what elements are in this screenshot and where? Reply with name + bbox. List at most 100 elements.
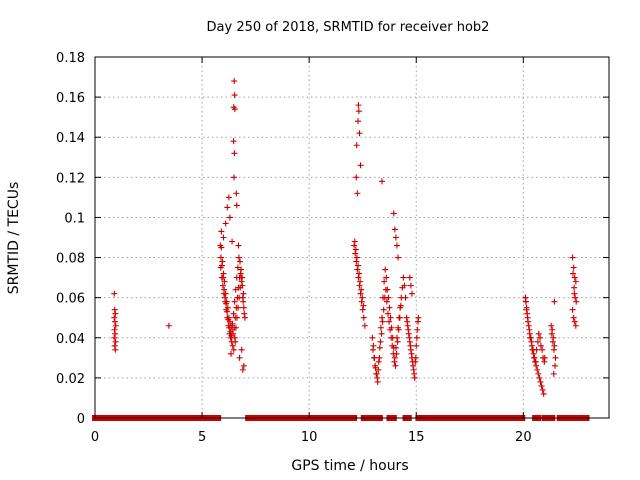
data-point (392, 344, 399, 351)
data-point (571, 318, 578, 325)
data-point (388, 334, 395, 341)
series-cluster_0.9h (111, 290, 119, 353)
data-point (571, 274, 578, 281)
data-point (358, 298, 365, 305)
data-point (391, 358, 398, 365)
x-tick-label: 0 (91, 430, 99, 445)
series-cluster_12.5h (351, 102, 368, 329)
data-point (535, 370, 542, 377)
data-point (406, 334, 413, 341)
data-point (236, 354, 243, 361)
data-point (241, 314, 248, 321)
data-point (358, 286, 365, 293)
data-point (221, 294, 228, 301)
data-point (412, 354, 419, 361)
data-point (112, 310, 119, 317)
data-point (240, 304, 247, 311)
data-points (111, 78, 580, 397)
data-point (361, 322, 368, 329)
data-point (570, 270, 577, 277)
data-point (222, 220, 229, 227)
data-point (238, 346, 245, 353)
x-tick-label: 20 (515, 430, 532, 445)
data-point (569, 254, 576, 261)
y-tick-label: 0 (77, 412, 85, 427)
y-tick-label: 0.12 (56, 171, 85, 186)
data-point (534, 366, 541, 373)
data-point (387, 326, 394, 333)
data-point (413, 334, 420, 341)
data-point (111, 334, 118, 341)
data-point (231, 150, 238, 157)
data-point (541, 358, 548, 365)
data-point (229, 342, 236, 349)
data-point (359, 306, 366, 313)
data-point (382, 286, 389, 293)
data-point (355, 274, 362, 281)
data-point (228, 332, 235, 339)
data-point (391, 226, 398, 233)
data-point (550, 346, 557, 353)
data-point (386, 304, 393, 311)
data-point (525, 322, 532, 329)
data-point (233, 190, 240, 197)
data-point (404, 318, 411, 325)
data-point (220, 290, 227, 297)
data-point (235, 242, 242, 249)
data-point (573, 298, 580, 305)
data-point (230, 174, 237, 181)
data-point (351, 238, 358, 245)
x-tick-label: 15 (408, 430, 425, 445)
data-point (233, 274, 240, 281)
data-point (522, 298, 529, 305)
data-point (393, 334, 400, 341)
data-point (231, 92, 238, 99)
data-point (523, 306, 530, 313)
grid-layer (95, 57, 609, 418)
data-point (407, 282, 414, 289)
series-cluster_20.5h (522, 294, 548, 397)
data-point (393, 242, 400, 249)
data-point (535, 330, 542, 337)
data-point (570, 314, 577, 321)
data-point (533, 346, 540, 353)
data-point (373, 370, 380, 377)
data-point (537, 342, 544, 349)
data-point (375, 366, 382, 373)
data-point (355, 102, 362, 109)
data-point (235, 304, 242, 311)
data-point (390, 210, 397, 217)
data-point (405, 326, 412, 333)
data-point (233, 202, 240, 209)
data-point (537, 378, 544, 385)
data-point (403, 314, 410, 321)
data-point (225, 194, 232, 201)
data-point (239, 282, 246, 289)
data-point (379, 318, 386, 325)
data-point (534, 338, 541, 345)
data-point (353, 174, 360, 181)
data-point (354, 190, 361, 197)
data-point (360, 302, 367, 309)
data-point (400, 274, 407, 281)
data-point (352, 250, 359, 257)
data-point (353, 254, 360, 261)
data-point (571, 290, 578, 297)
series-cluster_21.5h (548, 298, 559, 377)
data-point (407, 342, 414, 349)
data-point (231, 106, 238, 113)
data-point (351, 242, 358, 249)
data-point (414, 326, 421, 333)
y-tick-label: 0.08 (56, 252, 85, 267)
tick-labels: 0 0.02 0.04 0.06 0.08 0.1 0.12 0.14 0.16 0.18 0 5 10… (56, 51, 532, 445)
x-tick-label: 10 (301, 430, 318, 445)
data-point (540, 390, 547, 397)
data-point (401, 282, 408, 289)
data-point (378, 178, 385, 185)
data-point (526, 326, 533, 333)
chart-title: Day 250 of 2018, SRMTID for receiver hob… (207, 20, 490, 35)
data-point (382, 266, 389, 273)
data-point (552, 354, 559, 361)
data-point (112, 346, 119, 353)
data-point (356, 282, 363, 289)
